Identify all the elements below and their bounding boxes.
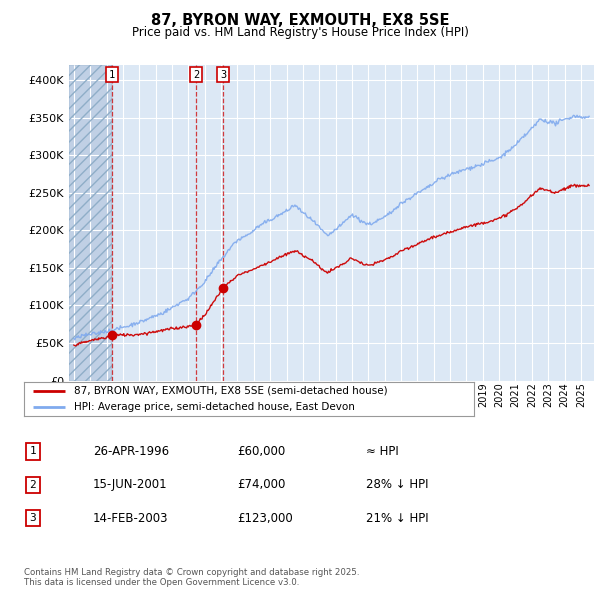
Bar [69, 65, 112, 381]
Text: 2: 2 [29, 480, 37, 490]
Text: 3: 3 [29, 513, 37, 523]
Text: £60,000: £60,000 [237, 445, 285, 458]
Text: 14-FEB-2003: 14-FEB-2003 [93, 512, 169, 525]
Text: 1: 1 [29, 447, 37, 456]
Text: HPI: Average price, semi-detached house, East Devon: HPI: Average price, semi-detached house,… [74, 402, 355, 412]
Text: 2: 2 [193, 70, 199, 80]
Text: ≈ HPI: ≈ HPI [366, 445, 399, 458]
Text: 87, BYRON WAY, EXMOUTH, EX8 5SE: 87, BYRON WAY, EXMOUTH, EX8 5SE [151, 13, 449, 28]
Text: Contains HM Land Registry data © Crown copyright and database right 2025.
This d: Contains HM Land Registry data © Crown c… [24, 568, 359, 587]
Text: 26-APR-1996: 26-APR-1996 [93, 445, 169, 458]
Text: 3: 3 [220, 70, 226, 80]
Text: £123,000: £123,000 [237, 512, 293, 525]
Text: 87, BYRON WAY, EXMOUTH, EX8 5SE (semi-detached house): 87, BYRON WAY, EXMOUTH, EX8 5SE (semi-de… [74, 386, 387, 396]
Text: 15-JUN-2001: 15-JUN-2001 [93, 478, 167, 491]
Text: 1: 1 [109, 70, 115, 80]
Text: Price paid vs. HM Land Registry's House Price Index (HPI): Price paid vs. HM Land Registry's House … [131, 26, 469, 39]
Bar [69, 65, 112, 381]
Text: 21% ↓ HPI: 21% ↓ HPI [366, 512, 428, 525]
Text: 28% ↓ HPI: 28% ↓ HPI [366, 478, 428, 491]
Text: £74,000: £74,000 [237, 478, 286, 491]
